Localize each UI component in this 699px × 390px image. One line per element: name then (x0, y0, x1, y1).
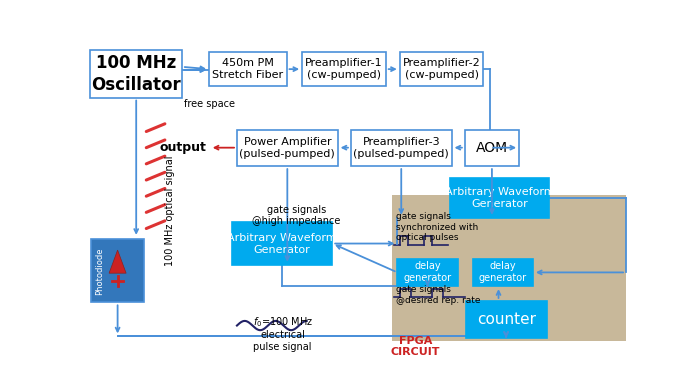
Polygon shape (109, 250, 126, 273)
Text: free space: free space (185, 99, 236, 109)
FancyBboxPatch shape (92, 239, 144, 302)
FancyBboxPatch shape (465, 130, 519, 166)
Text: 450m PM
Stretch Fiber: 450m PM Stretch Fiber (212, 58, 283, 80)
Text: delay
generator: delay generator (479, 261, 527, 284)
Text: 100 MHz
Oscillator: 100 MHz Oscillator (92, 54, 181, 94)
Text: Power Amplifier
(pulsed-pumped): Power Amplifier (pulsed-pumped) (240, 137, 336, 159)
FancyBboxPatch shape (302, 52, 386, 86)
Text: Arbitrary Waveform
Generator: Arbitrary Waveform Generator (445, 187, 554, 209)
FancyBboxPatch shape (237, 130, 338, 166)
Text: gate signals
@high impedance: gate signals @high impedance (252, 205, 341, 226)
Text: Preamplifier-1
(cw-pumped): Preamplifier-1 (cw-pumped) (305, 58, 383, 80)
FancyBboxPatch shape (392, 195, 626, 341)
Text: $f_0$=100 MHz
electrical
pulse signal: $f_0$=100 MHz electrical pulse signal (252, 315, 313, 352)
Text: gate signals
synchronized with
optical pulses: gate signals synchronized with optical p… (396, 212, 478, 242)
FancyBboxPatch shape (450, 178, 549, 218)
FancyBboxPatch shape (90, 50, 182, 98)
Text: Arbitrary Waveform
Generator: Arbitrary Waveform Generator (227, 232, 337, 255)
Text: Photodiode: Photodiode (95, 247, 104, 294)
Text: 100 MHz optical signal: 100 MHz optical signal (165, 156, 175, 266)
FancyBboxPatch shape (209, 52, 287, 86)
FancyBboxPatch shape (231, 222, 332, 265)
Text: Preamplifier-3
(pulsed-pumped): Preamplifier-3 (pulsed-pumped) (354, 137, 449, 159)
FancyBboxPatch shape (473, 259, 533, 286)
FancyBboxPatch shape (397, 259, 458, 286)
Text: AOM: AOM (476, 141, 508, 155)
Text: delay
generator: delay generator (403, 261, 452, 284)
FancyBboxPatch shape (400, 52, 484, 86)
FancyBboxPatch shape (466, 301, 547, 338)
FancyBboxPatch shape (351, 130, 452, 166)
Text: gate signals
@desired rep. rate: gate signals @desired rep. rate (396, 285, 480, 305)
Text: counter: counter (477, 312, 535, 327)
Text: output: output (160, 141, 207, 154)
Text: FPGA
CIRCUIT: FPGA CIRCUIT (391, 335, 440, 357)
Text: Preamplifier-2
(cw-pumped): Preamplifier-2 (cw-pumped) (403, 58, 480, 80)
